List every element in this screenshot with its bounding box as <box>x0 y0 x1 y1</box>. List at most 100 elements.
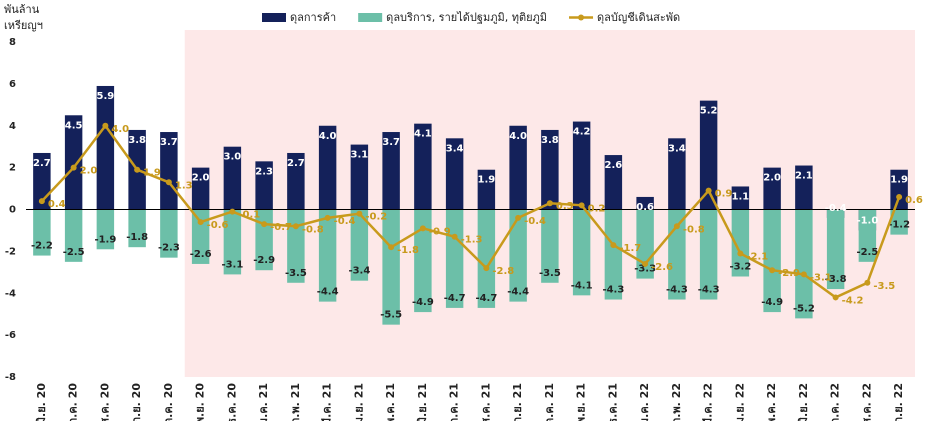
data-label: -4.3 <box>666 285 688 296</box>
data-label: -1.8 <box>126 232 148 243</box>
data-label: 0.6 <box>636 202 654 213</box>
bar <box>509 125 527 210</box>
x-tick-label: ก.ย. 21 <box>511 383 524 421</box>
data-label: 2.3 <box>255 166 273 177</box>
data-label: -5.5 <box>380 310 402 321</box>
bar <box>223 146 242 210</box>
data-label: 0.9 <box>715 189 733 200</box>
data-label: -3.2 <box>729 262 751 273</box>
bar <box>509 209 527 302</box>
legend-label: ดุลบัญชีเดินสะพัด <box>597 11 680 24</box>
y-tick-label: 8 <box>9 37 16 48</box>
bar <box>445 138 464 210</box>
bar <box>350 209 369 281</box>
x-tick-label: มี.ค. 22 <box>702 383 715 421</box>
data-label: -4.2 <box>842 295 864 306</box>
legend-label: ดุลการค้า <box>290 11 336 24</box>
data-label: 0.6 <box>905 195 923 206</box>
y-tick-label: -4 <box>5 288 16 299</box>
bar <box>763 167 781 210</box>
bar <box>96 209 115 250</box>
data-label: -2.5 <box>63 247 85 258</box>
line-point <box>261 221 268 228</box>
bar <box>64 115 83 210</box>
line-point <box>642 260 649 267</box>
data-label: 1.9 <box>890 175 908 186</box>
data-label: 3.7 <box>382 137 400 148</box>
legend-swatch <box>358 13 383 22</box>
bar <box>572 209 591 296</box>
y-tick-label: -6 <box>5 330 16 341</box>
data-label: -1.7 <box>619 243 641 254</box>
line-point <box>483 265 490 272</box>
data-label: -4.7 <box>475 293 497 304</box>
data-label: -0.6 <box>207 220 229 231</box>
x-tick-label: ธ.ค. 21 <box>606 383 619 421</box>
x-tick-label: ส.ค. 20 <box>98 383 111 421</box>
data-label: 5.9 <box>97 91 115 102</box>
bar <box>128 209 146 248</box>
bar <box>604 209 623 300</box>
line <box>40 123 901 299</box>
data-label: -0.9 <box>429 226 451 237</box>
x-tick-label: ต.ค. 20 <box>162 383 175 421</box>
bar <box>477 169 496 210</box>
data-label: -0.8 <box>683 224 705 235</box>
line-point <box>292 223 299 230</box>
line-point <box>673 223 680 230</box>
bar <box>64 209 83 262</box>
data-label: -3.4 <box>348 266 370 277</box>
data-label: 2.7 <box>287 158 305 169</box>
bar <box>795 209 813 319</box>
bar <box>287 209 305 283</box>
y-tick-label: 4 <box>9 121 16 132</box>
data-label: -4.3 <box>602 285 624 296</box>
legend-label: ดุลบริการ, รายได้ปฐมภูมิ, ทุติยภูมิ <box>386 11 547 24</box>
bar <box>33 209 51 256</box>
line-point <box>70 164 77 171</box>
data-label: 4.1 <box>414 129 432 140</box>
bar <box>191 209 210 264</box>
data-label: 1.3 <box>175 180 193 191</box>
line-point <box>197 219 204 226</box>
data-label: -0.2 <box>365 212 387 223</box>
data-label: -3.3 <box>634 264 656 275</box>
line-point <box>419 225 426 232</box>
data-label: 3.8 <box>128 135 146 146</box>
data-label: -0.4 <box>524 216 546 227</box>
data-label: -4.9 <box>761 297 783 308</box>
line-point <box>737 250 744 257</box>
x-tick-label: ก.ย. 22 <box>892 383 905 421</box>
line-point <box>769 267 776 274</box>
line-point <box>324 214 331 221</box>
x-tick-label: มิ.ย. 22 <box>797 383 810 421</box>
y-axis-label: เหรียญฯ <box>4 19 43 32</box>
line-point <box>356 210 363 217</box>
line-point <box>896 193 903 200</box>
data-label: 0.2 <box>588 203 606 214</box>
line-point <box>451 233 458 240</box>
data-label: -0.1 <box>238 210 260 221</box>
x-tick-label: ม.ค. 21 <box>257 383 270 421</box>
bar <box>223 209 242 275</box>
data-label: -2.6 <box>651 262 673 273</box>
y-tick-label: 6 <box>9 79 16 90</box>
y-axis-label: พันล้าน <box>4 3 40 16</box>
bar <box>160 209 178 258</box>
data-label: -0.4 <box>825 203 847 214</box>
bar <box>191 167 210 210</box>
data-label: -2.9 <box>253 255 275 266</box>
line-point <box>515 214 522 221</box>
bar <box>318 125 337 210</box>
bar <box>604 155 623 210</box>
bar <box>287 152 305 210</box>
legend-swatch <box>578 14 585 21</box>
line-point <box>546 200 553 207</box>
data-label: -4.1 <box>571 280 593 291</box>
line-point <box>578 202 585 209</box>
line-point <box>800 271 807 278</box>
bar <box>826 209 845 290</box>
bar <box>731 186 750 210</box>
data-label: -3.8 <box>825 274 847 285</box>
